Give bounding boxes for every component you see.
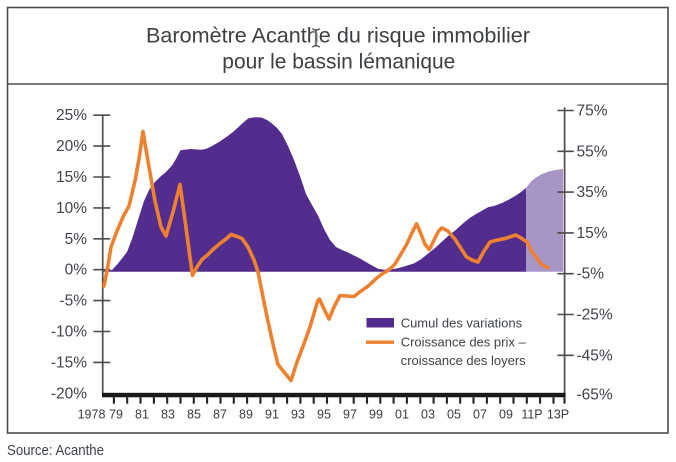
svg-text:25%: 25% [56, 107, 87, 124]
svg-text:-20%: -20% [51, 385, 87, 402]
svg-text:95: 95 [317, 408, 331, 422]
svg-text:35%: 35% [577, 184, 608, 201]
svg-text:-10%: -10% [51, 324, 87, 341]
svg-text:Cumul des variations: Cumul des variations [401, 315, 523, 330]
svg-text:15%: 15% [56, 169, 87, 186]
svg-text:55%: 55% [577, 143, 608, 160]
svg-text:09: 09 [499, 408, 513, 422]
svg-text:-45%: -45% [577, 347, 613, 364]
svg-text:93: 93 [291, 408, 305, 422]
svg-text:91: 91 [265, 408, 279, 422]
svg-text:99: 99 [369, 408, 383, 422]
svg-text:-65%: -65% [577, 387, 613, 404]
svg-text:05: 05 [447, 408, 461, 422]
svg-text:03: 03 [421, 408, 435, 422]
svg-text:07: 07 [473, 408, 487, 422]
svg-text:89: 89 [239, 408, 253, 422]
svg-text:01: 01 [395, 408, 409, 422]
svg-text:-25%: -25% [577, 307, 613, 324]
svg-text:15%: 15% [577, 225, 608, 242]
svg-text:1978: 1978 [78, 408, 106, 422]
svg-text:0%: 0% [65, 262, 88, 279]
svg-text:-15%: -15% [51, 354, 87, 371]
svg-text:10%: 10% [56, 200, 87, 217]
svg-text:croissance des loyers: croissance des loyers [401, 353, 526, 368]
svg-text:20%: 20% [56, 138, 87, 155]
svg-text:79: 79 [109, 408, 123, 422]
svg-text:pour le bassin lémanique: pour le bassin lémanique [222, 50, 455, 73]
svg-text:83: 83 [161, 408, 175, 422]
svg-text:Baromètre Acanthe du risque im: Baromètre Acanthe du risque immobilier [146, 24, 530, 47]
svg-text:-5%: -5% [59, 293, 87, 310]
svg-text:97: 97 [343, 408, 357, 422]
svg-text:81: 81 [135, 408, 149, 422]
svg-text:Croissance des prix –: Croissance des prix – [401, 335, 527, 350]
svg-text:-5%: -5% [577, 266, 605, 283]
svg-text:5%: 5% [65, 231, 88, 248]
svg-text:85: 85 [187, 408, 201, 422]
svg-text:87: 87 [213, 408, 227, 422]
svg-text:11P: 11P [521, 408, 542, 422]
svg-text:13P: 13P [547, 408, 569, 422]
svg-text:75%: 75% [577, 103, 608, 120]
svg-text:Source: Acanthe: Source: Acanthe [7, 442, 104, 459]
